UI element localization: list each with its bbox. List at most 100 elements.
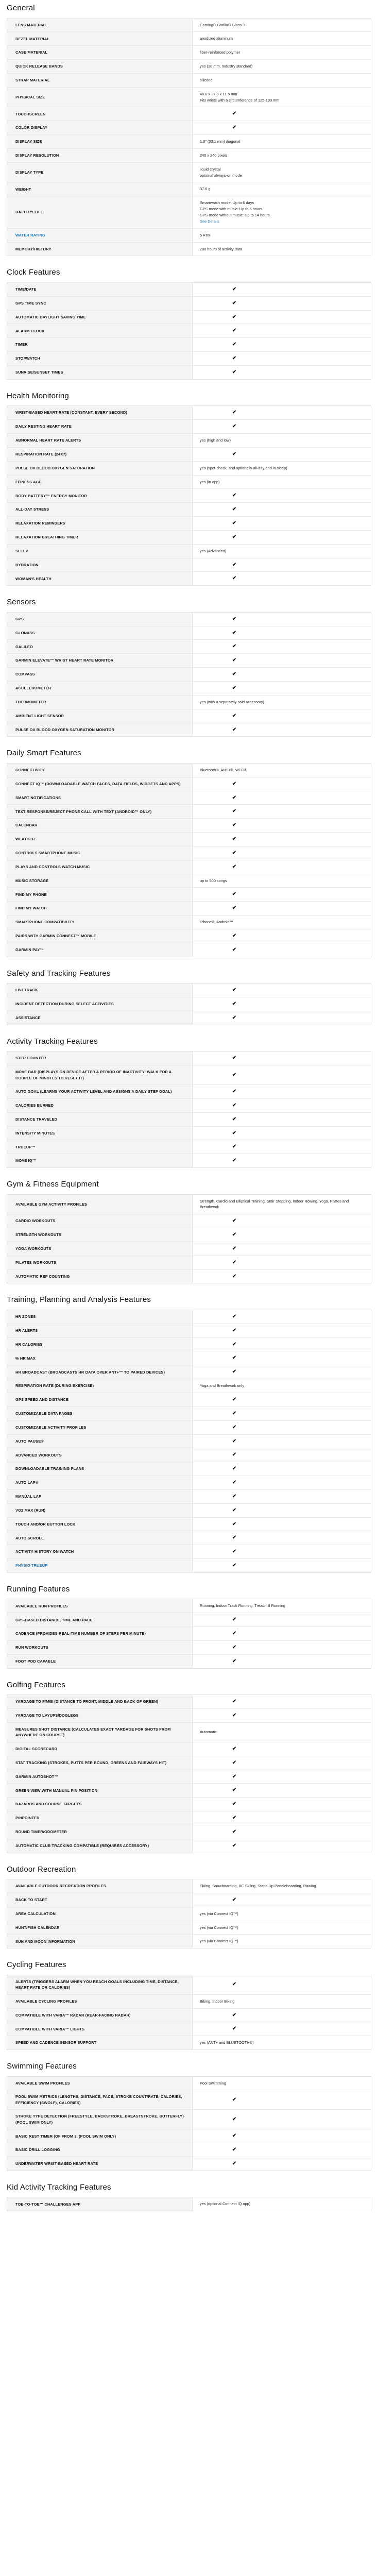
table-row: CONNECTIVITY Bluetooth®, ANT+®, Wi-Fi®: [7, 763, 371, 777]
checkmark-icon: ✔: [232, 1088, 237, 1094]
table-row: AVAILABLE OUTDOOR RECREATION PROFILES Ski…: [7, 1879, 371, 1893]
section-title: Kid Activity Tracking Features: [7, 2182, 111, 2192]
spec-key: TIME/DATE: [7, 282, 193, 297]
table-row: CUSTOMIZABLE ACTIVITY PROFILES ✔: [7, 1420, 371, 1435]
spec-value: up to 500 songs: [192, 874, 371, 888]
spec-value-check: ✔: [192, 405, 371, 420]
spec-value-check: ✔: [192, 1351, 371, 1365]
table-row: TOUCHSCREEN ✔: [7, 107, 371, 121]
spec-value: Skiing, Snowboarding, XC Skiing, Stand U…: [192, 1879, 371, 1893]
spec-table: HR ZONES ✔ HR ALERTS ✔ HR CALORIES ✔ % HR MAX ✔…: [7, 1309, 371, 1573]
spec-value-line: Biking, Indoor Biking: [200, 1998, 235, 2004]
spec-key-link[interactable]: WATER RATING: [7, 228, 193, 243]
table-row: ROUND TIMER/ODOMETER ✔: [7, 1825, 371, 1839]
spec-key: INTENSITY MINUTES: [7, 1126, 193, 1140]
checkmark-icon: ✔: [232, 1896, 237, 1903]
checkmark-icon: ✔: [232, 2147, 237, 2153]
spec-value-line: Pool Swimming: [200, 2080, 226, 2086]
spec-key: HR CALORIES: [7, 1337, 193, 1351]
table-row: FOOT POD CAPABLE ✔: [7, 1654, 371, 1669]
table-row: MOVE IQ™ ✔: [7, 1154, 371, 1168]
spec-key: GARMIN ELEVATE™ WRIST HEART RATE MONITOR: [7, 653, 193, 668]
table-row: DIGITAL SCORECARD ✔: [7, 1742, 371, 1756]
spec-key: GARMIN AUTOSHOT™: [7, 1770, 193, 1784]
checkmark-icon: ✔: [232, 1001, 237, 1007]
table-row: AUTOMATIC DAYLIGHT SAVING TIME ✔: [7, 310, 371, 324]
spec-value: yes (Advanced): [192, 544, 371, 558]
spec-value-line: yes (optional Connect IQ app): [200, 2201, 251, 2207]
table-row: AVAILABLE CYCLING PROFILES Biking, Indoor…: [7, 1994, 371, 2009]
spec-value-check: ✔: [192, 2109, 371, 2129]
spec-key: AVAILABLE GYM ACTIVITY PROFILES: [7, 1194, 193, 1214]
table-row: ABNORMAL HEART RATE ALERTS yes (high and …: [7, 433, 371, 448]
spec-section: Safety and Tracking Features LIVETRACK ✔ IN…: [7, 969, 371, 1025]
table-row: RUN WORKOUTS ✔: [7, 1640, 371, 1655]
spec-key: STROKE TYPE DETECTION (FREESTYLE, BACKST…: [7, 2109, 193, 2129]
checkmark-icon: ✔: [232, 850, 237, 856]
spec-value-check: ✔: [192, 419, 371, 434]
section-title: Clock Features: [7, 268, 60, 277]
table-row: WRIST-BASED HEART RATE (CONSTANT, EVERY …: [7, 405, 371, 420]
spec-value-line: 40.6 x 37.0 x 11.5 mm: [200, 91, 237, 96]
spec-value-check: ✔: [192, 558, 371, 572]
table-row: TOE-TO-TOE™ CHALLENGES APP yes (optional …: [7, 2197, 371, 2211]
table-row: CUSTOMIZABLE DATA PAGES ✔: [7, 1406, 371, 1421]
spec-key: SLEEP: [7, 544, 193, 558]
checkmark-icon: ✔: [232, 562, 237, 568]
see-details-link[interactable]: See Details: [200, 218, 219, 224]
spec-key: GREEN VIEW WITH MANUAL PIN POSITION: [7, 1783, 193, 1798]
table-row: HR BROADCAST (BROADCASTS HR DATA OVER AN…: [7, 1365, 371, 1379]
checkmark-icon: ✔: [232, 369, 237, 375]
checkmark-icon: ✔: [232, 1480, 237, 1486]
spec-key: MOVE BAR (DISPLAYS ON DEVICE AFTER A PER…: [7, 1065, 193, 1085]
spec-key: AVAILABLE CYCLING PROFILES: [7, 1994, 193, 2009]
checkmark-icon: ✔: [232, 1617, 237, 1623]
spec-value-check: ✔: [192, 1797, 371, 1811]
spec-value: 1.3" (33.1 mm) diagonal: [192, 134, 371, 149]
checkmark-icon: ✔: [232, 2026, 237, 2032]
checkmark-icon: ✔: [232, 1773, 237, 1780]
spec-value-check: ✔: [192, 571, 371, 586]
spec-key: BASIC DRILL LOGGING: [7, 2143, 193, 2157]
spec-value: 40.6 x 37.0 x 11.5 mm Fits wrists with a …: [192, 87, 371, 107]
table-row: TIMER ✔: [7, 337, 371, 352]
table-row: ACTIVITY HISTORY ON WATCH ✔: [7, 1545, 371, 1559]
checkmark-icon: ✔: [232, 111, 237, 117]
spec-value-line: Automatic: [200, 1730, 217, 1735]
spec-value-check: ✔: [192, 1839, 371, 1853]
table-row: PULSE OX BLOOD OXYGEN SATURATION MONITOR…: [7, 723, 371, 737]
spec-key: STRENGTH WORKOUTS: [7, 1228, 193, 1242]
spec-value-check: ✔: [192, 667, 371, 682]
spec-key: ADVANCED WORKOUTS: [7, 1448, 193, 1462]
spec-key: DISPLAY TYPE: [7, 162, 193, 182]
spec-key: ACCELEROMETER: [7, 681, 193, 696]
table-row: SMARTPHONE COMPATIBILITY iPhone®, Android…: [7, 915, 371, 929]
spec-value-check: ✔: [192, 2157, 371, 2171]
spec-value-check: ✔: [192, 1256, 371, 1270]
table-row: COMPATIBLE WITH VARIA™ RADAR (REAR-FACIN…: [7, 2008, 371, 2022]
spec-value-check: ✔: [192, 1269, 371, 1283]
checkmark-icon: ✔: [232, 328, 237, 334]
spec-key: CALORIES BURNED: [7, 1098, 193, 1113]
table-row: AVAILABLE SWIM PROFILES Pool Swimming: [7, 2076, 371, 2090]
spec-value-line: yes (via Connect IQ™): [200, 1939, 238, 1944]
table-row: YARDAGE TO LAYUPS/DOGLEGS ✔: [7, 1708, 371, 1723]
spec-value-check: ✔: [192, 1626, 371, 1641]
spec-key: BEZEL MATERIAL: [7, 31, 193, 46]
checkmark-icon: ✔: [232, 685, 237, 691]
spec-key: PHYSICAL SIZE: [7, 87, 193, 107]
spec-key-link[interactable]: PHYSIO TRUEUP: [7, 1558, 193, 1573]
spec-value-line: 5 ATM: [200, 232, 211, 238]
table-row: GLONASS ✔: [7, 626, 371, 640]
checkmark-icon: ✔: [232, 410, 237, 416]
spec-key: CASE MATERIAL: [7, 45, 193, 60]
spec-value-line: Running, Indoor Track Running, Treadmill…: [200, 1603, 285, 1608]
checkmark-icon: ✔: [232, 1341, 237, 1347]
table-row: STROKE TYPE DETECTION (FREESTYLE, BACKST…: [7, 2109, 371, 2129]
spec-value-check: ✔: [192, 1112, 371, 1126]
table-row: RESPIRATION RATE (DURING EXERCISE) Yoga a…: [7, 1379, 371, 1393]
spec-value-check: ✔: [192, 2129, 371, 2143]
spec-key: PULSE OX BLOOD OXYGEN SATURATION: [7, 461, 193, 475]
checkmark-icon: ✔: [232, 1144, 237, 1150]
spec-value-line: 37.6 g: [200, 187, 211, 192]
